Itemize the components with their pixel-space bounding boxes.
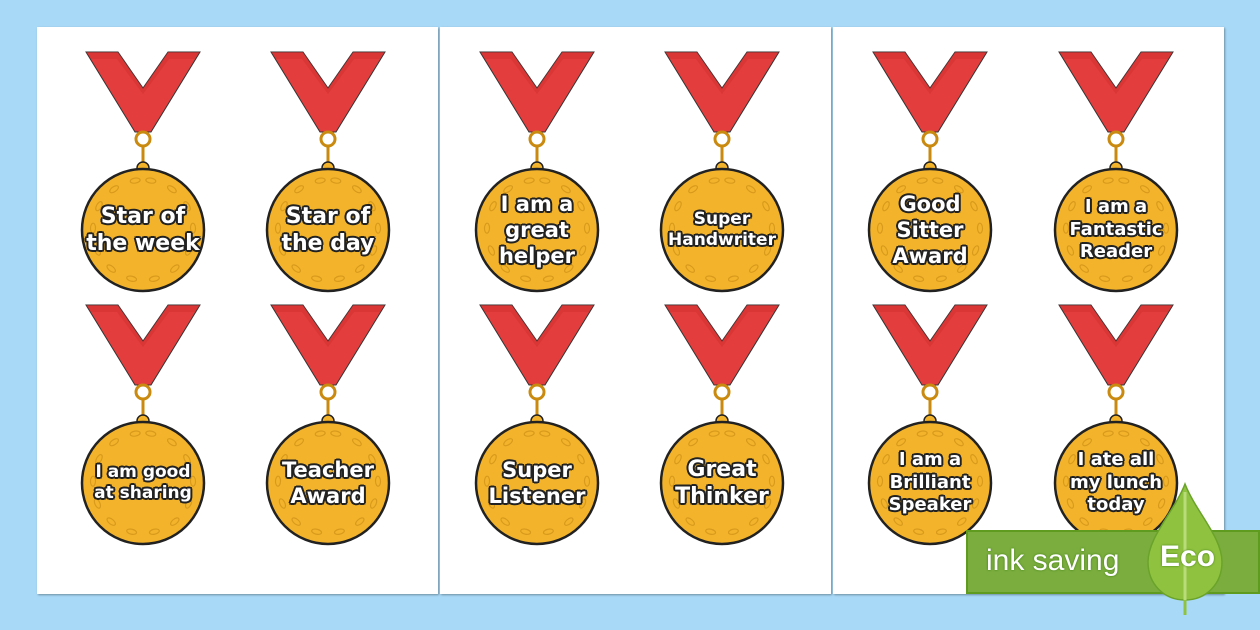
medal-text-line: I am a <box>1084 196 1148 218</box>
medal-icon <box>474 51 600 293</box>
medal-text: Good Sitter Award <box>870 180 990 280</box>
medal-icon <box>867 51 993 293</box>
medal: I am good at sharing <box>78 303 208 553</box>
medal-text-line: today <box>1087 494 1145 516</box>
medal-text-line: my lunch <box>1069 471 1163 493</box>
medal-text-line: Star of <box>100 203 186 229</box>
medal-text-line: Teacher <box>282 457 374 482</box>
medal: Super Handwriter <box>657 50 787 300</box>
medal-text-line: the day <box>281 231 375 256</box>
medal-icon <box>265 304 391 546</box>
medal-text-line: Brilliant <box>889 471 971 493</box>
medal-icon <box>867 304 993 546</box>
medal: Teacher Award <box>263 303 393 553</box>
medal-text: Great Thinker <box>662 433 782 533</box>
ink-saving-label: ink saving <box>986 544 1120 577</box>
medal-text: I ate all my lunch today <box>1056 433 1176 533</box>
medal-text-line: Award <box>892 244 968 269</box>
medal-icon <box>80 51 206 293</box>
medal-text-line: Fantastic <box>1069 218 1163 240</box>
medal-text-line: Great <box>687 456 757 482</box>
medal-icon <box>659 304 785 546</box>
medal-text-line: Star of <box>285 203 371 229</box>
medal-text-line: I ate all <box>1077 449 1155 471</box>
medal: I am a Fantastic Reader <box>1051 50 1181 300</box>
medal: Good Sitter Award <box>865 50 995 300</box>
medal-text-line: I am a <box>898 449 962 471</box>
eco-label: Eco <box>1160 540 1216 573</box>
medal-text-line: at sharing <box>94 483 192 503</box>
medal-text-line: Award <box>290 484 366 508</box>
medal: I am a Brilliant Speaker <box>865 303 995 553</box>
medal: Star of the week <box>78 50 208 300</box>
medal-text: I am a Fantastic Reader <box>1056 180 1176 280</box>
medal-text: Star of the week <box>83 180 203 280</box>
medal-text-line: Listener <box>488 484 586 508</box>
medal-text: Star of the day <box>268 180 388 280</box>
medal-text-line: Handwriter <box>668 230 776 250</box>
medal-text-line: Speaker <box>888 494 972 516</box>
medal-icon <box>80 304 206 546</box>
medal-text: Super Listener <box>477 433 597 533</box>
medal-text-line: Super <box>502 457 572 482</box>
leaf-icon <box>1147 482 1223 615</box>
medal-text: I am good at sharing <box>83 433 203 533</box>
medal-text: Teacher Award <box>268 433 388 533</box>
medal-text-line: Thinker <box>675 484 769 509</box>
medal-text-line: Sitter <box>896 217 964 242</box>
medal: I am a great helper <box>472 50 602 300</box>
medal-text-line: I am good <box>95 461 191 482</box>
medal-text-line: Super <box>693 208 751 229</box>
medal: Super Listener <box>472 303 602 553</box>
medal-text: Super Handwriter <box>662 180 782 280</box>
medal-text-line: the week <box>86 231 200 256</box>
medal-text-line: Good <box>899 191 961 216</box>
medal-text-line: great <box>505 217 569 242</box>
medal-text: I am a Brilliant Speaker <box>870 433 990 533</box>
medal-icon <box>265 51 391 293</box>
medal: Great Thinker <box>657 303 787 553</box>
medal-text-line: helper <box>498 244 576 269</box>
medal-text: I am a great helper <box>477 180 597 280</box>
medal-icon <box>659 51 785 293</box>
medal-text-line: Reader <box>1079 241 1153 263</box>
medal-icon <box>1053 51 1179 293</box>
medal-text-line: I am a <box>500 191 574 216</box>
medal-icon <box>474 304 600 546</box>
medal: Star of the day <box>263 50 393 300</box>
